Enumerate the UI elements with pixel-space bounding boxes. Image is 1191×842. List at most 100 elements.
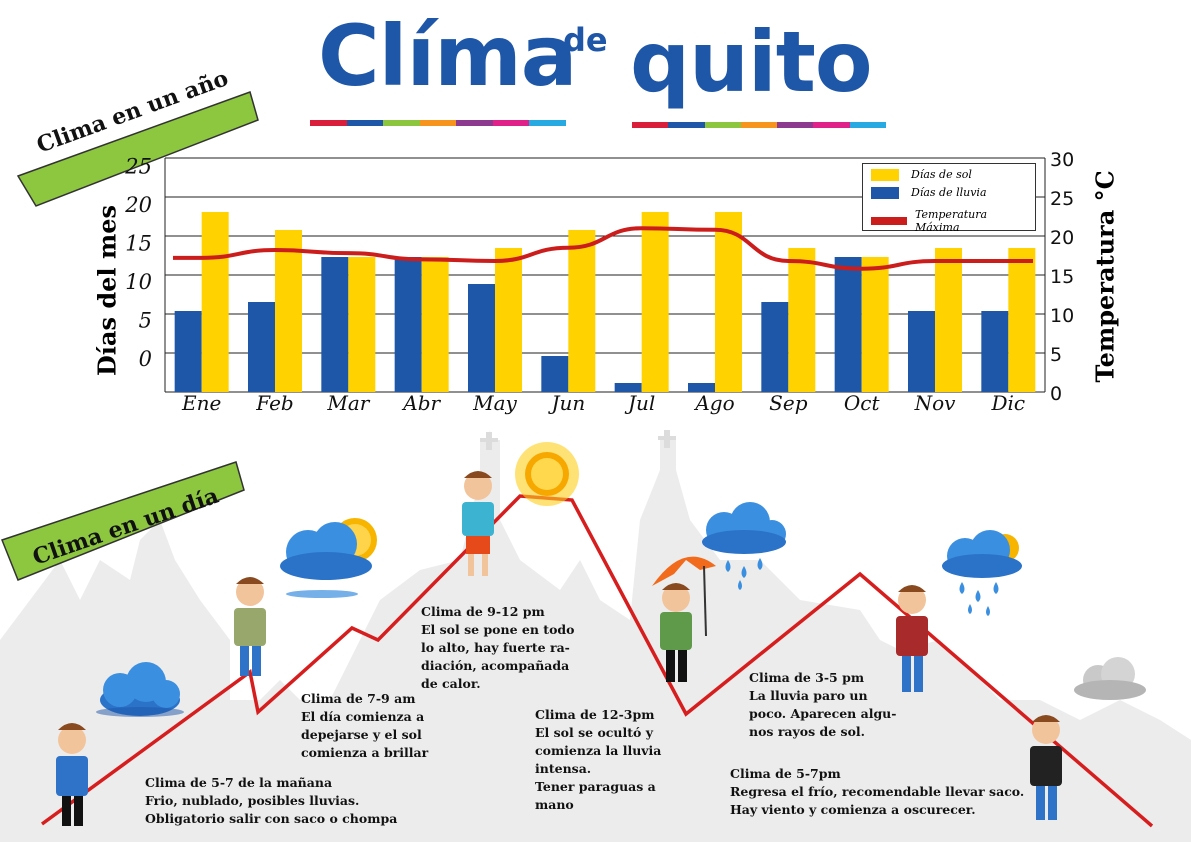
bar-rain-ago (688, 383, 715, 392)
note-7-9am: Clima de 7-9 am El día comienza a depeja… (301, 690, 428, 762)
chart-legend: Días de sol Días de lluvia Temperatura M… (862, 163, 1036, 234)
x-tick-label: Ene (181, 391, 221, 415)
stripe-segment (777, 122, 814, 128)
cloud-icon (1074, 657, 1146, 700)
bar-rain-dic (981, 311, 1009, 392)
x-tick-label: Feb (255, 391, 293, 415)
x-tick-label: Sep (769, 391, 808, 415)
note-5-7am: Clima de 5-7 de la mañana Frio, nublado,… (145, 774, 397, 828)
stripe-segment (346, 120, 384, 126)
note-line: Clima de 3-5 pm (749, 670, 865, 685)
bar-sun-ene (201, 212, 229, 392)
y2-tick-label: 10 (1050, 305, 1074, 327)
bar-sun-jun (568, 230, 596, 392)
person-icon (896, 585, 928, 692)
banner-year-shape (16, 91, 259, 207)
stripe-segment (740, 122, 778, 128)
banner-day-shape (1, 461, 245, 581)
sun-icon (515, 442, 579, 506)
note-12-3pm: Clima de 12-3pm El sol se ocultó y comie… (535, 706, 661, 814)
x-tick-label: Nov (914, 391, 957, 415)
note-line: Obligatorio salir con saco o chompa (145, 811, 398, 826)
bar-sun-ago (715, 212, 742, 392)
title-block: Clíma de quito (0, 0, 1191, 140)
color-stripe (310, 120, 567, 126)
legend-swatch-temp (871, 217, 907, 225)
bar-rain-may (468, 284, 495, 392)
note-line: Clima de 5-7 de la mañana (145, 775, 333, 790)
y-tick-label: 15 (125, 232, 152, 256)
y-tick-label: 5 (139, 309, 152, 333)
note-line: comienza la lluvia (535, 743, 662, 758)
bar-rain-jun (541, 356, 569, 392)
title-de: de (563, 21, 608, 59)
y2-tick-label: 25 (1050, 188, 1074, 210)
x-tick-label: May (472, 391, 517, 415)
bar-sun-mar (348, 257, 376, 392)
y-tick-label: 0 (139, 347, 152, 371)
note-5-7pm: Clima de 5-7pm Regresa el frío, recomend… (730, 765, 1024, 819)
note-line: diación, acompañada (421, 658, 570, 673)
note-line: Tener paraguas a (535, 779, 656, 794)
stripe-segment (668, 122, 705, 128)
stripe-segment (383, 120, 420, 126)
legend-swatch-rain (871, 186, 899, 199)
cloud-icon (96, 662, 184, 717)
stripe-segment (632, 122, 669, 128)
y2-tick-label: 5 (1050, 344, 1062, 366)
note-3-5pm: Clima de 3-5 pm La lluvia paro un poco. … (749, 669, 896, 741)
stripe-segment (704, 122, 741, 128)
day-line (40, 494, 1154, 828)
y-tick-label: 10 (125, 270, 152, 294)
person-icon (660, 583, 692, 682)
y-axis-label: Días del mes (92, 204, 122, 377)
title-clima: Clíma (318, 7, 577, 105)
note-line: Clima de 7-9 am (301, 691, 416, 706)
x-tick-label: Jun (547, 391, 585, 415)
bar-sun-dic (1008, 248, 1036, 392)
note-line: Regresa el frío, recomendable llevar sac… (730, 784, 1025, 799)
rain-cloud-icon (942, 530, 1022, 616)
y2-axis-label: Temperatura °C (1090, 170, 1120, 383)
note-line: depejarse y el sol (301, 727, 422, 742)
y-tick-label: 25 (124, 155, 152, 179)
x-tick-label: Ago (693, 391, 734, 415)
y2-tick-label: 30 (1050, 149, 1074, 171)
bar-sun-may (495, 248, 522, 392)
person-icon (462, 471, 494, 576)
stripe-segment (849, 122, 886, 128)
x-tick-label: Mar (326, 391, 370, 415)
bar-rain-mar (321, 257, 349, 392)
note-line: El sol se pone en todo (421, 622, 575, 637)
legend-swatch-sun (871, 168, 899, 181)
y2-tick-label: 15 (1050, 266, 1074, 288)
person-icon (1030, 715, 1062, 820)
bar-sun-sep (788, 248, 816, 392)
bar-sun-abr (421, 257, 449, 392)
title-quito: quito (630, 13, 873, 111)
note-line: intensa. (535, 761, 592, 776)
umbrella-icon (652, 556, 716, 637)
stripe-segment (492, 120, 530, 126)
bar-rain-ene (174, 311, 202, 392)
stripe-segment (310, 120, 347, 126)
bar-sun-oct (861, 257, 889, 392)
y2-tick-label: 20 (1050, 227, 1074, 249)
legend-label-sun: Días de sol (911, 168, 972, 181)
x-tick-label: Oct (844, 391, 881, 415)
bar-rain-sep (761, 302, 789, 392)
bar-rain-abr (394, 257, 422, 392)
color-stripe (632, 122, 886, 128)
stripe-segment (529, 120, 567, 126)
legend-label-rain: Días de lluvia (911, 186, 987, 199)
person-icon (234, 577, 266, 676)
note-line: mano (535, 797, 574, 812)
note-line: Clima de 9-12 pm (421, 604, 545, 619)
note-line: nos rayos de sol. (749, 724, 866, 739)
note-line: comienza a brillar (301, 745, 429, 760)
note-line: La lluvia paro un (749, 688, 868, 703)
note-line: de calor. (421, 676, 481, 691)
temp-line (172, 226, 1033, 271)
